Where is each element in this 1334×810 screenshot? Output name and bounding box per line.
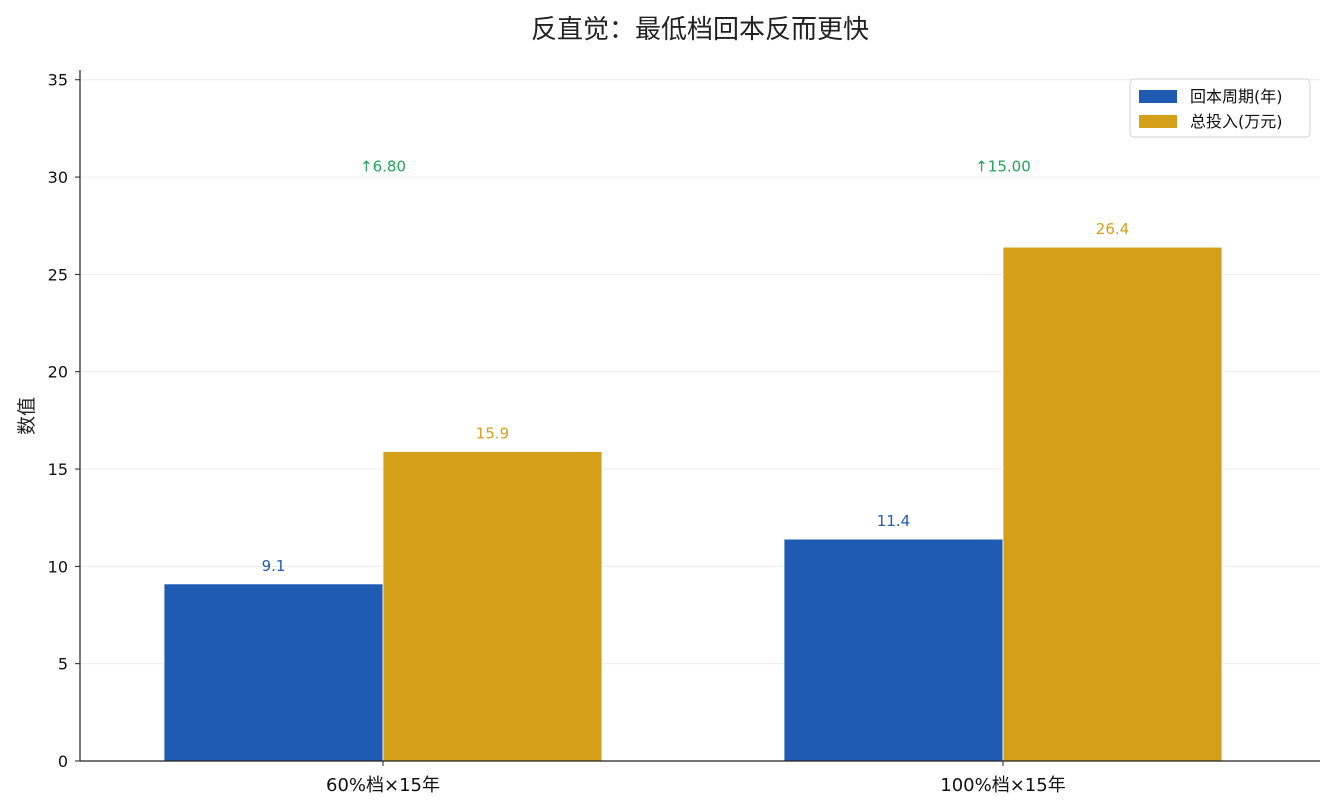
- x-tick-label: 60%档×15年: [326, 775, 440, 796]
- legend-swatch: [1139, 90, 1177, 103]
- bar: [163, 583, 384, 762]
- bars: [163, 246, 1223, 762]
- data-label: 26.4: [1096, 220, 1129, 238]
- bar: [1002, 246, 1223, 762]
- chart-title: 反直觉：最低档回本反而更快: [531, 15, 869, 45]
- data-label: 15.9: [476, 425, 509, 443]
- data-label: 9.1: [262, 557, 286, 575]
- y-tick-label: 5: [58, 655, 68, 674]
- grid-lines: [80, 79, 1320, 665]
- legend-swatch: [1139, 115, 1177, 128]
- y-tick-label: 25: [48, 265, 68, 284]
- bar: [783, 538, 1004, 762]
- legend-entry: 总投入(万元): [1190, 112, 1283, 131]
- legend-entry: 回本周期(年): [1190, 87, 1283, 106]
- axes: 0 5 10 15 20 25 30 35 60%档×15年 100%档×15年: [48, 70, 1320, 796]
- y-tick-label: 10: [48, 557, 68, 576]
- labels: 9.1 15.9 11.4 26.4 ↑6.80 ↑15.00: [262, 157, 1130, 575]
- y-tick-label: 30: [48, 168, 68, 187]
- y-tick-label: 0: [58, 752, 68, 771]
- y-tick-label: 35: [48, 71, 68, 90]
- y-tick-label: 15: [48, 460, 68, 479]
- y-axis-label: 数值: [16, 397, 38, 435]
- bar: [382, 451, 603, 762]
- data-label: 11.4: [877, 512, 910, 530]
- difference-annotation: ↑6.80: [360, 157, 406, 175]
- y-tick-label: 20: [48, 363, 68, 382]
- difference-annotation: ↑15.00: [975, 157, 1031, 175]
- legend: 回本周期(年) 总投入(万元): [1129, 78, 1311, 138]
- x-tick-label: 100%档×15年: [940, 775, 1065, 796]
